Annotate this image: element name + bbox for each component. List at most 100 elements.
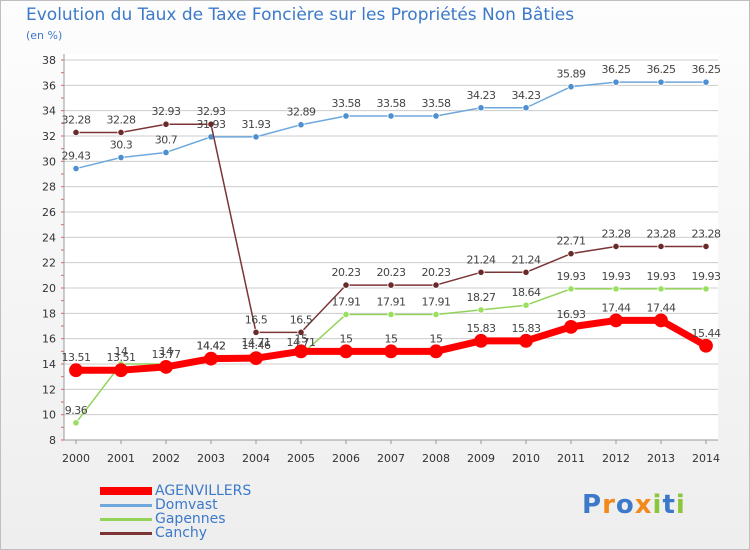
data-point-domvast — [387, 112, 395, 120]
data-point-domvast — [162, 148, 170, 157]
legend-swatch — [100, 487, 152, 495]
y-tick-label: 10 — [42, 409, 56, 422]
data-label-gapennes: 19.93 — [557, 270, 586, 283]
data-point-domvast — [252, 133, 260, 141]
data-label-domvast: 34.23 — [512, 89, 541, 102]
data-label-agenvillers: 15 — [295, 332, 308, 345]
data-label-agenvillers: 13.77 — [152, 348, 181, 361]
data-point-agenvillers — [249, 351, 263, 366]
data-label-domvast: 33.58 — [377, 97, 406, 110]
data-point-canchy — [117, 128, 125, 137]
data-label-agenvillers: 13.51 — [107, 351, 136, 364]
data-label-canchy: 20.23 — [377, 266, 406, 279]
x-tick-label: 2012 — [602, 452, 630, 465]
proxiti-logo: Proxiti — [582, 490, 686, 520]
data-label-canchy: 23.28 — [692, 227, 721, 240]
x-tick-label: 2010 — [512, 452, 540, 465]
data-label-domvast: 33.58 — [422, 97, 451, 110]
data-point-domvast — [657, 78, 665, 86]
data-label-agenvillers: 14.46 — [242, 339, 271, 352]
data-label-domvast: 34.23 — [467, 89, 496, 102]
y-tick-label: 28 — [42, 181, 56, 194]
data-label-agenvillers: 17.44 — [602, 301, 631, 314]
data-point-agenvillers — [429, 344, 443, 359]
data-label-canchy: 20.23 — [332, 266, 361, 279]
data-point-canchy — [207, 120, 215, 128]
x-tick-label: 2013 — [647, 452, 675, 465]
data-point-canchy — [252, 328, 260, 336]
y-tick-label: 34 — [42, 105, 56, 118]
data-point-agenvillers — [654, 313, 668, 328]
data-point-gapennes — [567, 285, 575, 293]
data-point-gapennes — [387, 310, 395, 319]
x-tick-label: 2005 — [287, 452, 315, 465]
data-point-gapennes — [72, 419, 80, 427]
y-tick-label: 32 — [42, 130, 56, 143]
data-label-domvast: 33.58 — [332, 97, 361, 110]
data-label-canchy: 23.28 — [602, 227, 631, 240]
data-point-domvast — [567, 83, 575, 91]
data-label-gapennes: 19.93 — [602, 270, 631, 283]
legend-swatch — [100, 504, 152, 507]
data-point-agenvillers — [339, 344, 353, 359]
data-label-domvast: 36.25 — [692, 63, 721, 76]
data-point-domvast — [612, 78, 620, 86]
data-label-domvast: 36.25 — [602, 63, 631, 76]
data-label-agenvillers: 14.42 — [197, 340, 226, 353]
data-label-domvast: 31.93 — [197, 118, 226, 131]
data-point-agenvillers — [69, 363, 83, 378]
data-point-gapennes — [477, 306, 485, 314]
data-point-canchy — [72, 128, 80, 137]
data-label-gapennes: 9.36 — [65, 404, 88, 417]
data-point-canchy — [612, 242, 620, 251]
data-label-domvast: 36.25 — [647, 63, 676, 76]
data-point-domvast — [432, 112, 440, 120]
data-point-gapennes — [432, 310, 440, 319]
data-label-canchy: 32.93 — [152, 105, 181, 118]
data-point-gapennes — [342, 310, 350, 319]
data-label-gapennes: 14.71 — [287, 336, 316, 349]
x-tick-label: 2007 — [377, 452, 405, 465]
y-tick-label: 8 — [49, 434, 56, 447]
x-tick-label: 2008 — [422, 452, 450, 465]
data-label-gapennes: 19.93 — [692, 270, 721, 283]
y-tick-label: 26 — [42, 206, 56, 219]
data-label-gapennes: 17.91 — [332, 295, 361, 308]
data-label-agenvillers: 15.83 — [512, 322, 541, 335]
data-label-domvast: 32.89 — [287, 106, 316, 119]
data-label-canchy: 16.5 — [245, 313, 268, 326]
data-label-domvast: 30.3 — [110, 139, 133, 152]
data-point-agenvillers — [159, 360, 173, 374]
data-label-agenvillers: 15 — [340, 332, 353, 345]
unit-label: (en %) — [26, 29, 63, 42]
legend-label: Canchy — [155, 525, 208, 541]
data-label-agenvillers: 17.44 — [647, 301, 676, 314]
data-label-domvast: 30.7 — [155, 133, 178, 146]
data-point-canchy — [657, 242, 665, 251]
data-point-canchy — [522, 268, 530, 276]
data-label-gapennes: 17.91 — [422, 295, 451, 308]
data-point-domvast — [342, 112, 350, 120]
data-point-domvast — [522, 104, 530, 112]
data-label-gapennes: 14 — [160, 345, 173, 358]
chart-title: Evolution du Taux de Taxe Foncière sur l… — [26, 5, 575, 25]
x-tick-label: 2001 — [107, 452, 135, 465]
data-point-agenvillers — [474, 333, 488, 348]
data-point-canchy — [432, 281, 440, 289]
y-tick-label: 14 — [42, 358, 56, 371]
data-point-canchy — [342, 281, 350, 289]
data-label-gapennes: 17.91 — [377, 295, 406, 308]
data-label-canchy: 32.28 — [107, 113, 136, 126]
y-tick-label: 24 — [42, 231, 56, 244]
data-point-canchy — [477, 268, 485, 276]
legend-label: Domvast — [155, 497, 218, 513]
data-point-canchy — [387, 281, 395, 289]
y-tick-label: 36 — [42, 79, 56, 92]
data-point-agenvillers — [294, 344, 308, 359]
data-point-agenvillers — [699, 338, 713, 353]
data-label-canchy: 23.28 — [647, 227, 676, 240]
data-point-agenvillers — [609, 313, 623, 328]
data-point-domvast — [117, 153, 125, 162]
data-point-canchy — [297, 328, 305, 336]
